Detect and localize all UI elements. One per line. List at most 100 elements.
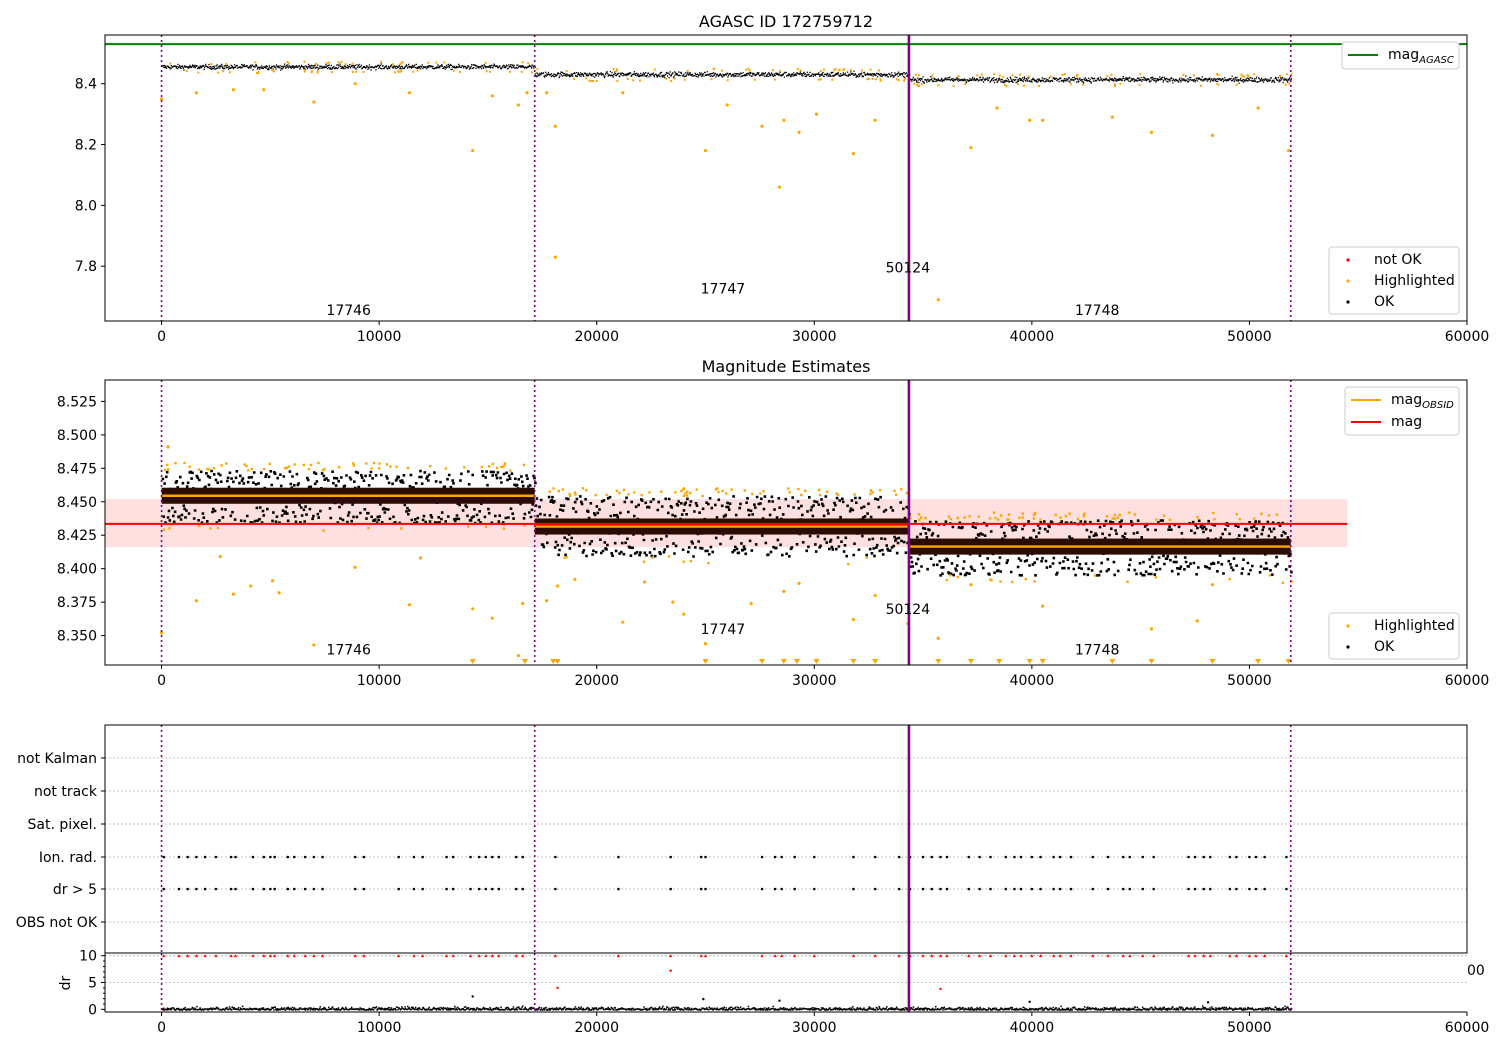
dr-gt-5-flag-point xyxy=(412,887,416,891)
clipped-point-marker xyxy=(967,659,974,664)
legend-marker xyxy=(1346,300,1350,304)
dr-gt-5-flag-point xyxy=(1019,887,1023,891)
dr-gt-5-flag-point xyxy=(812,887,816,891)
highlighted-outlier-point xyxy=(851,617,856,622)
dr-gt-5-flag-point xyxy=(1193,887,1197,891)
highlighted-outlier-point xyxy=(1256,106,1260,110)
dr-gt-5-flag-point xyxy=(780,887,783,891)
ion-rad-flag-point xyxy=(873,855,877,859)
highlighted-outlier-point xyxy=(782,118,786,122)
dr-gt-5-flag-point xyxy=(484,887,488,891)
obsid-label: 17748 xyxy=(1075,642,1120,658)
clipped-dr-marker xyxy=(303,954,307,958)
y-tick-label: Sat. pixel. xyxy=(28,817,97,833)
legend-frame xyxy=(1341,41,1460,70)
ion-rad-flag-point xyxy=(1208,855,1212,859)
ion-rad-flag-point xyxy=(521,855,525,859)
clipped-dr-marker xyxy=(268,954,272,958)
dr-gt-5-flag-point xyxy=(873,887,877,891)
dr-gt-5-flag-point xyxy=(1254,887,1258,891)
clipped-dr-marker xyxy=(793,954,797,958)
clipped-dr-marker xyxy=(177,954,181,958)
ion-rad-flag-point xyxy=(704,855,707,859)
x-tick-label: 60000 xyxy=(1445,329,1490,345)
clipped-dr-marker xyxy=(938,954,943,958)
axis-ticks: 0 10000 20000 30000 40000 50000 60000 8.350 8.37… xyxy=(57,394,1489,689)
y-tick-label: 8.525 xyxy=(57,394,97,410)
highlighted-outlier-point xyxy=(851,152,856,156)
dr-outlier-point xyxy=(702,997,705,1001)
x-tick-label: 60000 xyxy=(1445,1020,1490,1036)
highlighted-outlier-point xyxy=(194,599,198,603)
clipped-dr-marker xyxy=(1030,954,1034,958)
clipped-dr-marker xyxy=(312,954,316,958)
y-tick-label: OBS not OK xyxy=(16,915,98,931)
dr-gt-5-flag-point xyxy=(1202,887,1206,891)
ion-rad-flag-point xyxy=(967,855,971,859)
dr-gt-5-flag-point xyxy=(273,887,277,891)
ion-rad-flag-point xyxy=(214,855,218,859)
highlighted-outlier-point xyxy=(621,620,625,624)
dr-gt-5-flag-point xyxy=(362,887,366,891)
ion-rad-flag-point xyxy=(812,855,816,859)
ion-rad-flag-point xyxy=(1202,855,1206,859)
y-axis-label: dr xyxy=(58,975,74,990)
ion-rad-flag-point xyxy=(469,855,472,859)
ion-rad-flag-point xyxy=(1128,855,1132,859)
highlighted-outlier-point xyxy=(490,94,494,98)
ion-rad-flag-point xyxy=(362,855,366,859)
clipped-dr-marker xyxy=(203,954,207,958)
clipped-dr-marker xyxy=(1004,954,1008,958)
x-tick-label: 30000 xyxy=(792,1020,837,1036)
ion-rad-flag-point xyxy=(1052,855,1055,859)
dr-gt-5-flag-point xyxy=(234,887,237,891)
highlighted-outlier-point xyxy=(408,603,412,607)
clipped-dr-marker xyxy=(451,954,455,958)
clipped-dr-marker xyxy=(616,954,621,958)
y-tick-label: 8.500 xyxy=(57,428,97,444)
highlighted-points xyxy=(913,73,1293,88)
x-tick-label: 0 xyxy=(157,329,166,345)
dr-gt-5-flag-point xyxy=(1128,887,1132,891)
highlighted-outlier-point xyxy=(995,106,999,110)
legend-bottom: Highlighted OK xyxy=(1328,612,1460,660)
ion-rad-flag-point xyxy=(1248,855,1251,859)
dr-gt-5-flag-point xyxy=(1141,887,1145,891)
legend-label: not OK xyxy=(1374,252,1422,268)
clipped-dr-marker xyxy=(1234,954,1238,958)
ion-rad-flag-point xyxy=(1069,855,1073,859)
ion-rad-flag-point xyxy=(234,855,237,859)
highlighted-outlier-point xyxy=(159,631,164,635)
y-tick-label: 8.4 xyxy=(75,77,97,93)
highlighted-outlier-point xyxy=(936,636,940,640)
dr-gt-5-flag-point xyxy=(793,887,797,891)
legend-frame xyxy=(1328,246,1460,315)
clipped-dr-marker xyxy=(873,954,877,958)
ion-rad-flag-point xyxy=(1030,855,1034,859)
highlighted-outlier-point xyxy=(1110,115,1114,119)
y-tick-label: 8.350 xyxy=(57,629,97,645)
dr-points xyxy=(161,1005,1293,1011)
legend-label: OK xyxy=(1374,294,1395,310)
ion-rad-flag-point xyxy=(1285,855,1288,859)
y-tick-label: not Kalman xyxy=(17,751,97,767)
clipped-point-marker xyxy=(996,659,1003,664)
clipped-dr-marker xyxy=(967,954,971,958)
highlighted-outlier-point xyxy=(553,255,557,259)
highlighted-outlier-point xyxy=(703,641,708,646)
dr-panel: 0 10000 20000 30000 40000 50000 60000 0 5 10 dr 0… xyxy=(58,949,1489,1036)
y-tick-label: 8.375 xyxy=(57,595,97,611)
x-tick-label: 40000 xyxy=(1010,329,1055,345)
clipped-dr-marker xyxy=(1106,954,1110,958)
dr-gt-5-flag-point xyxy=(286,887,290,891)
clipped-dr-marker xyxy=(945,954,949,958)
ion-rad-flag-point xyxy=(1013,855,1016,859)
highlighted-outlier-point xyxy=(1195,619,1199,623)
ion-rad-flag-point xyxy=(852,855,855,859)
clipped-dr-marker xyxy=(1038,954,1043,958)
legend-marker xyxy=(1346,279,1350,283)
legend-frame xyxy=(1328,612,1460,660)
highlighted-outlier-point xyxy=(408,91,412,95)
dr-gt-5-flag-point xyxy=(1039,887,1042,891)
highlighted-outlier-point xyxy=(353,565,357,569)
